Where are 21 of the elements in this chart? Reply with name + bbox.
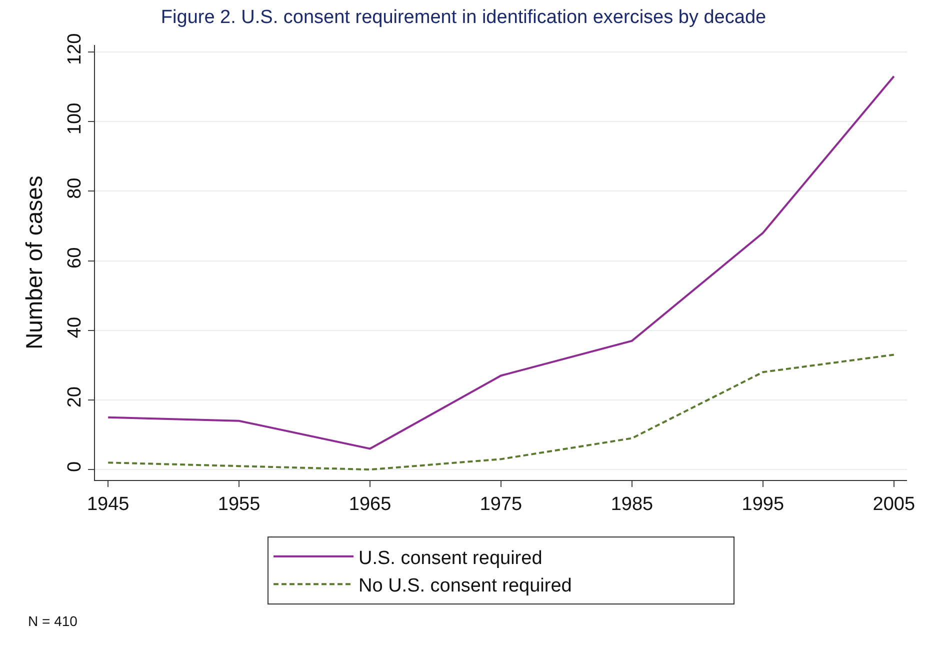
- y-tick-label: 0: [64, 461, 86, 472]
- legend-label: No U.S. consent required: [358, 576, 572, 597]
- y-tick-label: 20: [64, 386, 86, 408]
- y-tick-label: 100: [64, 102, 86, 135]
- x-tick-label: 2005: [872, 494, 916, 515]
- x-tick-label: 1985: [610, 494, 654, 515]
- y-tick-label: 40: [64, 316, 86, 338]
- x-tick-label: 1965: [348, 494, 392, 515]
- y-tick-label: 120: [64, 33, 86, 65]
- y-tick-label: 80: [64, 178, 86, 199]
- legend-label: U.S. consent required: [358, 548, 542, 569]
- x-tick-label: 1945: [86, 494, 130, 515]
- x-tick-label: 1975: [480, 494, 522, 515]
- y-tick-label: 60: [64, 247, 86, 268]
- y-axis-title: Number of cases: [20, 176, 47, 350]
- x-tick-label: 1995: [742, 494, 784, 515]
- line-series: [107, 75, 895, 450]
- line-series: [107, 354, 895, 471]
- chart-title: Figure 2. U.S. consent requirement in identification exercises by decade: [160, 7, 766, 28]
- x-tick-label: 1955: [218, 494, 260, 515]
- text: N = 410: [28, 613, 78, 629]
